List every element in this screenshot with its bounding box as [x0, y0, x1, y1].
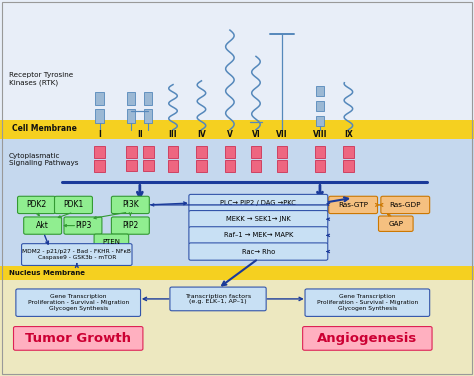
Text: Ras-GDP: Ras-GDP: [390, 202, 421, 208]
Text: PI3K: PI3K: [122, 200, 139, 209]
Bar: [196, 146, 207, 158]
Bar: [95, 92, 104, 105]
Bar: [168, 160, 178, 172]
Text: Gene Transcription
Proliferation - Survival - Migration
Glycogen Synthesis: Gene Transcription Proliferation - Survi…: [317, 294, 418, 311]
Bar: [315, 160, 325, 172]
FancyBboxPatch shape: [189, 194, 328, 212]
Bar: [225, 146, 235, 158]
Text: VII: VII: [276, 130, 288, 139]
Bar: [196, 160, 207, 172]
Text: Transcription factors
(e.g. ELK–1, AP–1): Transcription factors (e.g. ELK–1, AP–1): [185, 294, 251, 304]
Bar: [143, 160, 154, 171]
FancyBboxPatch shape: [111, 196, 149, 214]
FancyBboxPatch shape: [189, 211, 328, 228]
Bar: [144, 109, 153, 123]
Text: MDM2 - p21/p27 - Bad - FKHR - NFκB
Caspase9 - GSK3b - mTOR: MDM2 - p21/p27 - Bad - FKHR - NFκB Caspa…: [22, 249, 131, 260]
Text: GAP: GAP: [388, 221, 403, 227]
FancyBboxPatch shape: [22, 244, 132, 265]
Bar: [316, 116, 324, 126]
Bar: [94, 160, 105, 172]
Text: I: I: [98, 130, 101, 139]
Bar: [251, 160, 261, 172]
Bar: [95, 109, 104, 123]
Bar: [277, 146, 287, 158]
Bar: [343, 160, 354, 172]
Text: VI: VI: [252, 130, 260, 139]
Text: Tumor Growth: Tumor Growth: [25, 332, 131, 345]
Bar: [315, 146, 325, 158]
FancyBboxPatch shape: [24, 217, 62, 234]
Text: Nucleus Membrane: Nucleus Membrane: [9, 270, 84, 276]
Bar: [0, 120, 474, 139]
FancyBboxPatch shape: [111, 217, 149, 234]
Bar: [225, 160, 235, 172]
FancyBboxPatch shape: [16, 289, 140, 317]
Text: IX: IX: [344, 130, 353, 139]
FancyBboxPatch shape: [305, 289, 429, 317]
Text: VIII: VIII: [313, 130, 327, 139]
Bar: [277, 160, 287, 172]
Text: Raf–1 → MEK→ MAPK: Raf–1 → MEK→ MAPK: [224, 232, 293, 238]
Text: III: III: [169, 130, 177, 139]
FancyBboxPatch shape: [303, 326, 432, 350]
Text: Ras-GTP: Ras-GTP: [338, 202, 368, 208]
FancyBboxPatch shape: [170, 287, 266, 311]
Bar: [316, 86, 324, 96]
Text: Cell Membrane: Cell Membrane: [12, 124, 77, 133]
Text: Receptor Tyrosine
Kinases (RTK): Receptor Tyrosine Kinases (RTK): [9, 72, 73, 86]
Bar: [0, 266, 474, 280]
FancyBboxPatch shape: [94, 234, 128, 250]
Bar: [127, 109, 136, 123]
Bar: [0, 139, 474, 273]
Text: IV: IV: [197, 130, 206, 139]
Text: Rac→ Rho: Rac→ Rho: [242, 249, 275, 255]
FancyBboxPatch shape: [189, 243, 328, 260]
Text: Akt: Akt: [36, 221, 49, 230]
Bar: [127, 92, 136, 105]
FancyBboxPatch shape: [381, 196, 429, 214]
Bar: [0, 280, 474, 376]
FancyBboxPatch shape: [378, 216, 413, 231]
Bar: [251, 146, 261, 158]
Text: V: V: [227, 130, 233, 139]
Text: Gene Transcription
Proliferation - Survival - Migration
Glycogen Synthesis: Gene Transcription Proliferation - Survi…: [27, 294, 129, 311]
Bar: [143, 146, 154, 158]
Bar: [94, 146, 105, 158]
Text: Angiogenesis: Angiogenesis: [317, 332, 418, 345]
Bar: [126, 160, 137, 171]
FancyBboxPatch shape: [14, 326, 143, 350]
Bar: [316, 101, 324, 111]
FancyBboxPatch shape: [18, 196, 55, 214]
FancyBboxPatch shape: [328, 196, 377, 214]
Bar: [126, 146, 137, 158]
FancyBboxPatch shape: [189, 227, 328, 244]
Text: PDK2: PDK2: [27, 200, 46, 209]
Text: MEKK → SEK1→ JNK: MEKK → SEK1→ JNK: [226, 216, 291, 222]
Text: PIP2: PIP2: [122, 221, 138, 230]
Bar: [343, 146, 354, 158]
FancyBboxPatch shape: [55, 196, 92, 214]
Text: PIP3: PIP3: [75, 221, 91, 230]
Bar: [144, 92, 153, 105]
Text: PTEN: PTEN: [102, 239, 120, 245]
FancyBboxPatch shape: [64, 217, 102, 234]
Bar: [0, 0, 474, 130]
Text: II: II: [137, 130, 143, 139]
Text: Cytoplasmatic
Signaling Pathways: Cytoplasmatic Signaling Pathways: [9, 153, 78, 166]
Text: PDK1: PDK1: [64, 200, 83, 209]
Bar: [168, 146, 178, 158]
Text: PLC→ PIP2 / DAG →PKC: PLC→ PIP2 / DAG →PKC: [220, 200, 296, 206]
